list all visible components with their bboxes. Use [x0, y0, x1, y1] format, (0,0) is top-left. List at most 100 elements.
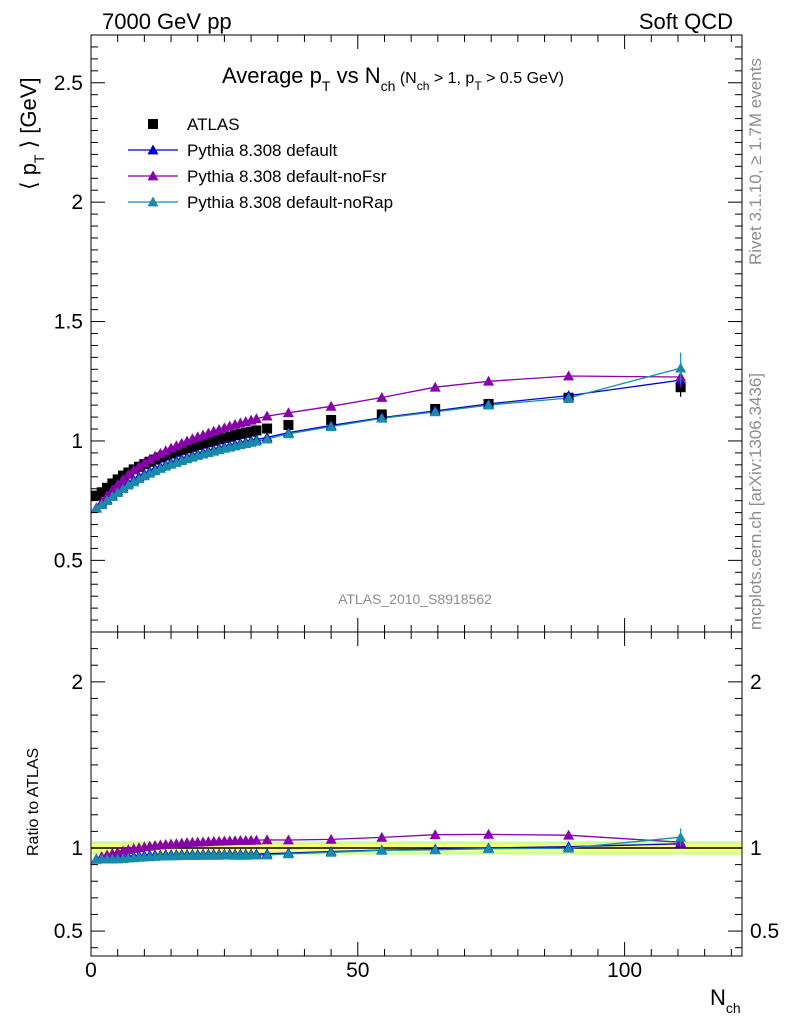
ratio-3-point: [429, 844, 441, 855]
series-3-point: [122, 479, 134, 490]
ratio-3-point: [376, 844, 388, 855]
series-2-point: [122, 468, 134, 479]
series-3-point: [282, 428, 294, 439]
main-markers: [90, 352, 687, 513]
title-cond-sub2: T: [474, 79, 482, 93]
series-3-point: [138, 470, 150, 481]
ratio-2-point: [483, 828, 495, 839]
header-beam-label: 7000 GeV pp: [102, 9, 232, 34]
series-3-point: [101, 495, 113, 506]
atlas-data-point: [107, 478, 118, 489]
title-cond-mid: > 1, p: [429, 70, 474, 87]
ratio-axis-label: Ratio to ATLAS: [25, 748, 42, 856]
y-tick-label: 0.5: [54, 549, 83, 572]
atlas-data-point: [214, 434, 225, 445]
legend-label: Pythia 8.308 default-noFsr: [187, 167, 387, 186]
series-3-point: [483, 399, 495, 410]
atlas-data-point: [224, 431, 235, 442]
series-2-point: [133, 460, 145, 471]
x-tick-label: 0: [85, 959, 97, 982]
atlas-data-point: [96, 487, 107, 498]
series-2-point: [250, 413, 262, 424]
y-tick-label: 1.5: [54, 311, 83, 334]
series-2-point: [128, 464, 140, 475]
series-3-point: [261, 433, 273, 444]
title-cond-end: > 0.5 GeV): [482, 70, 564, 87]
ratio-axis-ticks: 0 50 100 0.5 0.5 1 1 2 2: [54, 632, 779, 982]
series-2-point: [144, 453, 156, 464]
series-3-point: [128, 476, 140, 487]
atlas-data-point: [208, 435, 219, 446]
analysis-tag: ATLAS_2010_S8918562: [338, 591, 492, 607]
title-cond-open: (N: [395, 70, 416, 87]
ratio-2-point: [429, 829, 441, 840]
title-main-sub: T: [322, 78, 331, 94]
legend-label: Pythia 8.308 default: [187, 141, 338, 160]
series-3-point: [563, 392, 575, 403]
ratio-tick-label-right: 1: [750, 837, 762, 860]
atlas-data-point: [192, 440, 203, 451]
y-axis-label-sub: T: [31, 154, 47, 163]
x-axis-label-main: N: [710, 985, 726, 1010]
ratio-tick-label-right: 0.5: [750, 920, 779, 943]
series-3-point: [90, 502, 102, 513]
atlas-data-point: [203, 437, 214, 448]
ratio-3-point: [261, 849, 273, 860]
atlas-data-point: [235, 429, 246, 440]
ratio-2-point: [563, 829, 575, 840]
legend-marker-atlas: [148, 119, 158, 129]
atlas-data-point: [251, 425, 262, 436]
atlas-data-point: [102, 482, 113, 493]
series-2-point: [160, 445, 172, 456]
series-2-point: [325, 400, 337, 411]
atlas-data-point: [262, 423, 273, 434]
x-axis-label: Nch: [710, 985, 741, 1016]
atlas-data-point: [91, 490, 102, 501]
series-2-point: [138, 457, 150, 468]
ratio-tick-label: 1: [71, 837, 83, 860]
legend-label: ATLAS: [187, 115, 240, 134]
main-axis-ticks: 0.5 1 1.5 2 2.5: [54, 34, 742, 632]
plot-title: Average pT vs Nch (Nch > 1, pT > 0.5 GeV…: [222, 63, 564, 94]
legend-marker-1: [147, 144, 159, 155]
ratio-3-point: [325, 846, 337, 857]
x-tick-label: 50: [346, 959, 369, 982]
series-2-point: [563, 370, 575, 381]
legend-marker-3: [147, 196, 159, 207]
mcplots-reference-label: mcplots.cern.ch [arXiv:1306.3436]: [746, 373, 765, 630]
header-category-label: Soft QCD: [639, 9, 733, 34]
atlas-data-point: [182, 443, 193, 454]
ratio-tick-label-right: 2: [750, 671, 762, 694]
y-tick-label: 2.5: [54, 72, 83, 95]
y-axis-label-end: ⟩ [GeV]: [16, 77, 41, 154]
ratio-tick-label: 2: [71, 671, 83, 694]
atlas-data-point: [230, 430, 241, 441]
series-3-point: [133, 473, 145, 484]
title-main: Average p: [222, 63, 322, 88]
series-2-point: [483, 375, 495, 386]
ratio-plot-frame: [90, 631, 743, 957]
ratio-2-point: [250, 834, 262, 845]
series-2-point: [282, 407, 294, 418]
atlas-data-point: [240, 427, 251, 438]
atlas-data-point: [187, 441, 198, 452]
series-3-point: [106, 491, 118, 502]
series-3-point: [117, 483, 129, 494]
series-2-point: [429, 381, 441, 392]
ratio-tick-label: 0.5: [54, 920, 83, 943]
y-axis-label: ⟨ pT ⟩ [GeV]: [16, 77, 47, 190]
main-curves: [95, 367, 681, 509]
ratio-2-point: [282, 834, 294, 845]
atlas-data-point: [160, 450, 171, 461]
atlas-data-point: [171, 446, 182, 457]
x-axis-label-sub: ch: [726, 1000, 741, 1016]
series-2-point: [149, 450, 161, 461]
series-3-point: [96, 499, 108, 510]
ratio-2-point: [325, 833, 337, 844]
atlas-data-point: [198, 438, 209, 449]
series-3-point: [376, 412, 388, 423]
series-2-point: [112, 478, 124, 489]
series-2-point: [261, 410, 273, 421]
ratio-3-point: [563, 842, 575, 853]
